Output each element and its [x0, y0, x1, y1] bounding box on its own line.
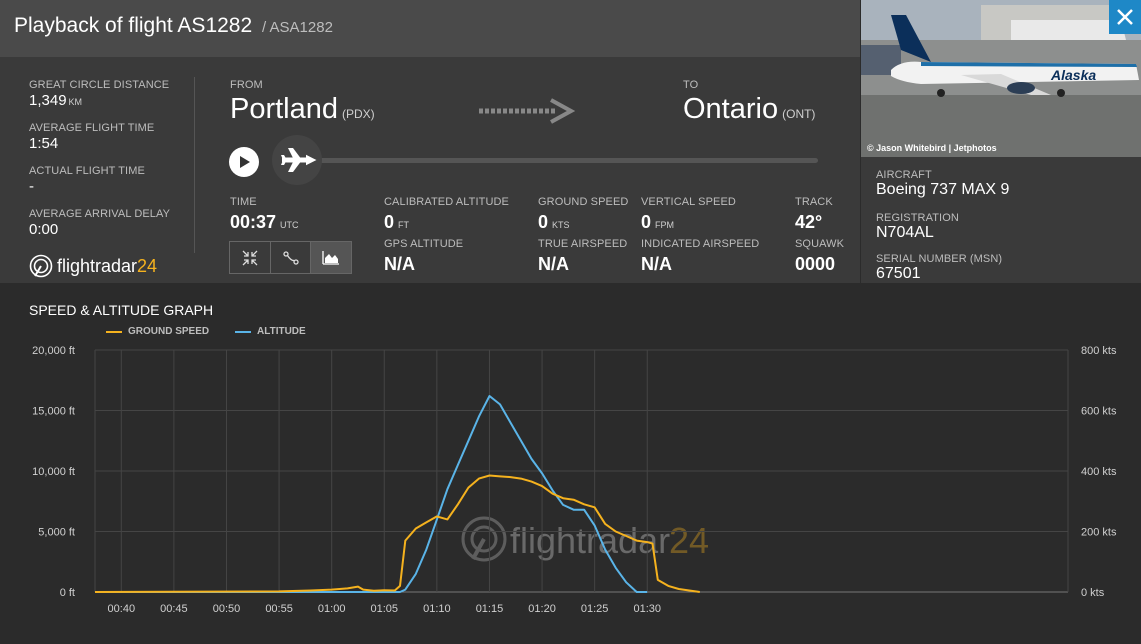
ground-speed-label: GROUND SPEED [538, 196, 629, 208]
y-left-tick-label: 0 ft [60, 587, 75, 599]
legend-ground-speed[interactable]: GROUND SPEED [106, 326, 209, 337]
true-airspeed-label: TRUE AIRSPEED [538, 238, 628, 250]
actual-flight-time-label: ACTUAL FLIGHT TIME [29, 165, 145, 177]
vertical-speed-label: VERTICAL SPEED [641, 196, 736, 208]
airplane-icon [281, 148, 317, 172]
route-icon [282, 250, 299, 265]
vertical-speed-value: 0 FPM [641, 212, 675, 232]
squawk-label: SQUAWK [795, 238, 845, 250]
x-tick-label: 00:40 [108, 603, 136, 615]
great-circle-value: 1,349 KM [29, 92, 83, 109]
legend-swatch-altitude [235, 330, 251, 333]
x-tick-label: 01:30 [633, 603, 661, 615]
x-tick-label: 01:10 [423, 603, 451, 615]
flight-info-panel: GREAT CIRCLE DISTANCE 1,349 KM AVERAGE FL… [0, 57, 860, 283]
speed-altitude-graph-panel: SPEED & ALTITUDE GRAPH GROUND SPEED ALTI… [0, 283, 1141, 644]
ground-speed-value: 0 KTS [538, 212, 570, 232]
route-arrow-icon [477, 98, 576, 129]
brand-logo: flightradar 24 [29, 254, 157, 278]
track-label: TRACK [795, 196, 833, 208]
photo-credit: © Jason Whitebird | Jetphotos [867, 143, 997, 153]
svg-text:24: 24 [669, 520, 709, 561]
avg-flight-time-value: 1:54 [29, 135, 59, 152]
callsign: / ASA1282 [262, 19, 333, 36]
aircraft-type: Boeing 737 MAX 9 [876, 181, 1010, 198]
registration-value: N704AL [876, 224, 934, 241]
y-left-tick-label: 15,000 ft [32, 406, 75, 418]
collapse-icon [242, 250, 258, 265]
true-airspeed-value: N/A [538, 254, 569, 274]
view-toggle [229, 241, 352, 274]
aircraft-photo[interactable]: Alaska © Jason Whitebird | Jetphotos [861, 0, 1141, 157]
divider [194, 77, 195, 253]
collapse-view-button[interactable] [230, 242, 271, 273]
gps-altitude-label: GPS ALTITUDE [384, 238, 464, 250]
calibrated-altitude-value: 0 FT [384, 212, 410, 232]
route-view-button[interactable] [271, 242, 312, 273]
registration-label: REGISTRATION [876, 212, 959, 224]
to-label: TO [683, 79, 699, 91]
indicated-airspeed-value: N/A [641, 254, 672, 274]
gps-altitude-value: N/A [384, 254, 415, 274]
aircraft-panel: Alaska © Jason Whitebird | Jetphotos AIR… [861, 0, 1141, 283]
flightradar-watermark: flightradar 24 [461, 516, 709, 562]
x-tick-label: 01:00 [318, 603, 346, 615]
time-label: TIME [230, 196, 257, 208]
squawk-value: 0000 [795, 254, 836, 274]
page-title: Playback of flight AS1282 / ASA1282 [14, 14, 333, 38]
destination-city: Ontario (ONT) [683, 93, 816, 125]
radar-icon [29, 254, 53, 278]
track-value: 42° [795, 212, 823, 232]
x-tick-label: 01:05 [371, 603, 399, 615]
x-tick-label: 00:50 [213, 603, 241, 615]
title-bar: Playback of flight AS1282 / ASA1282 [0, 0, 860, 57]
from-label: FROM [230, 79, 263, 91]
close-button[interactable] [1109, 0, 1141, 34]
ground-speed-series-line [94, 474, 700, 593]
area-chart-icon [322, 250, 340, 265]
time-value: 00:37 UTC [230, 212, 299, 232]
avg-arrival-delay-value: 0:00 [29, 221, 59, 238]
playback-timeline[interactable] [300, 158, 818, 163]
x-tick-label: 01:25 [581, 603, 609, 615]
y-left-tick-label: 20,000 ft [32, 345, 75, 357]
y-right-tick-label: 800 kts [1081, 345, 1117, 357]
play-button[interactable] [229, 147, 259, 177]
legend-swatch-speed [106, 330, 122, 333]
flight-title: Playback of flight AS1282 [14, 14, 253, 37]
graph-view-button[interactable] [311, 242, 352, 273]
indicated-airspeed-label: INDICATED AIRSPEED [641, 238, 760, 250]
y-left-tick-label: 10,000 ft [32, 466, 75, 478]
msn-value: 67501 [876, 265, 921, 282]
speed-altitude-chart[interactable]: flightradar 24 0 ft 5,000 ft 10,000 ft 15,0… [0, 283, 1141, 644]
aircraft-label: AIRCRAFT [876, 169, 932, 181]
avg-arrival-delay-label: AVERAGE ARRIVAL DELAY [29, 208, 171, 220]
x-tick-label: 00:45 [160, 603, 188, 615]
x-tick-label: 01:20 [528, 603, 556, 615]
avg-flight-time-label: AVERAGE FLIGHT TIME [29, 122, 155, 134]
svg-text:flightradar: flightradar [510, 520, 670, 561]
origin-city: Portland (PDX) [230, 93, 375, 125]
actual-flight-time-value: - [29, 178, 34, 195]
calibrated-altitude-label: CALIBRATED ALTITUDE [384, 196, 509, 208]
great-circle-label: GREAT CIRCLE DISTANCE [29, 79, 170, 91]
svg-text:Alaska: Alaska [1050, 67, 1096, 83]
y-right-tick-label: 200 kts [1081, 527, 1117, 539]
graph-title: SPEED & ALTITUDE GRAPH [29, 302, 214, 318]
x-tick-label: 01:15 [476, 603, 504, 615]
y-left-tick-label: 5,000 ft [38, 527, 75, 539]
msn-label: SERIAL NUMBER (MSN) [876, 253, 1003, 265]
legend-altitude[interactable]: ALTITUDE [235, 326, 306, 337]
x-tick-label: 00:55 [265, 603, 293, 615]
close-icon [1117, 9, 1133, 25]
y-right-tick-label: 400 kts [1081, 466, 1117, 478]
y-right-tick-label: 600 kts [1081, 406, 1117, 418]
y-right-tick-label: 0 kts [1081, 587, 1105, 599]
playback-scrubber[interactable] [272, 135, 322, 185]
altitude-series-line [95, 395, 648, 593]
